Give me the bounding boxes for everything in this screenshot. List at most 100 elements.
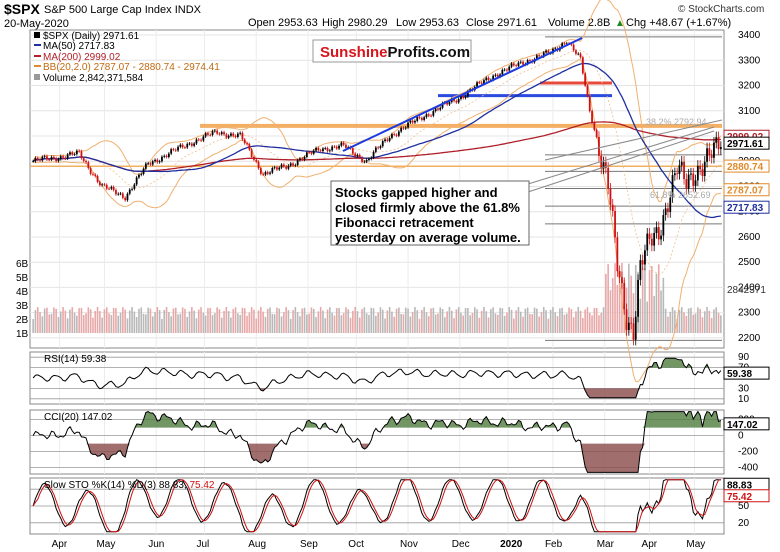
volume-bar [324,318,327,333]
candle-body [149,163,152,165]
candle-body [609,188,612,205]
osc-value-box [723,366,770,380]
osc-value-box [723,417,770,431]
volume-bar [50,313,53,333]
candle-body [400,127,403,132]
volume-bar [218,309,221,333]
volume-bar [457,307,460,333]
volume-bar [214,313,216,333]
candle-body [55,158,58,162]
volume-bar [680,307,683,333]
candle-body [381,141,384,147]
candle-body [184,147,186,149]
candle-body [377,147,380,149]
volume-bar [326,309,329,333]
candle-body [48,159,51,161]
candle-body [264,172,267,175]
annotation-line-4: yesterday on average volume. [335,230,521,245]
volume-bar [64,310,67,333]
candle-body [202,136,205,141]
high-value: High 2980.29 [322,17,387,29]
volume-tick-label: 6B [16,259,29,270]
volume-bar [671,307,674,333]
price-tick-label: 3300 [738,55,761,66]
candle-body [506,69,508,71]
volume-bar [664,308,667,333]
candle-body [131,188,133,190]
candle-body [363,161,366,163]
volume-bar [662,277,665,333]
legend-swatch-volume [34,74,40,80]
volume-bar [545,310,547,333]
legend-swatch-price [34,32,40,38]
volume-bar [296,312,299,333]
candle-body [427,114,430,116]
volume-bar [398,307,400,333]
legend-bb: BB(20,2.0) 2787.07 - 2880.74 - 2974.41 [43,62,220,73]
candle-body [43,156,46,157]
volume-bar [151,316,154,333]
volume-bar [250,307,253,333]
candle-body [611,204,614,212]
candle-body [460,96,462,99]
candle-body [604,162,607,168]
candle-body [280,164,283,168]
volume-bar [89,309,92,333]
candle-body [66,154,69,159]
osc-value-label: 59.38 [727,369,752,380]
osc-tick-label: 0 [738,431,744,442]
volume-bar [156,307,159,333]
volume-bar [246,315,248,333]
volume-bar [430,308,432,333]
candle-body [227,135,230,138]
volume-bar [354,307,356,333]
candle-body [676,173,679,175]
volume-bar [584,309,586,333]
candle-body [397,131,400,136]
candle-body [257,161,260,169]
volume-bar [105,307,108,333]
candle-body [386,139,389,141]
channel-line [544,119,723,161]
volume-bar [101,317,103,333]
candle-body [591,111,593,124]
candle-body [655,227,658,233]
watermark: © StockCharts.com [678,4,764,15]
osc-value-label: 147.02 [727,420,758,431]
volume-bar [361,309,363,333]
candle-body [124,197,127,201]
candle-body [170,149,173,154]
volume-bar [128,310,131,333]
bb-middle [32,49,722,275]
volume-bar [710,317,713,333]
price-tick-label: 3200 [738,81,761,92]
volume-bar [287,310,290,333]
x-month-label: Oct [348,539,364,550]
volume-bar [241,307,244,333]
osc-overbought-fill [33,411,721,428]
candle-body [322,148,324,152]
volume-bar [598,315,600,333]
candle-body [133,184,136,189]
volume-bar [697,307,699,333]
legend-ma200: MA(200) 2999.02 [43,52,121,63]
volume-bar [503,315,506,333]
volume-tag-label: 2842371 [727,285,766,296]
x-month-label: Apr [52,539,68,550]
volume-bar [687,308,690,333]
volume-bar [515,310,517,333]
volume-bar [471,313,474,333]
candle-body [59,156,62,160]
candle-body [683,161,685,180]
candle-body [411,120,414,123]
volume-bar [239,314,241,333]
x-month-label: May [96,539,115,550]
candle-body [690,173,692,175]
candle-body [296,160,299,166]
volume-bar [496,314,499,333]
candle-body [64,157,67,159]
candle-body [641,260,644,265]
candle-body [715,137,718,143]
volume-bar [110,315,113,333]
candle-body [694,180,697,186]
